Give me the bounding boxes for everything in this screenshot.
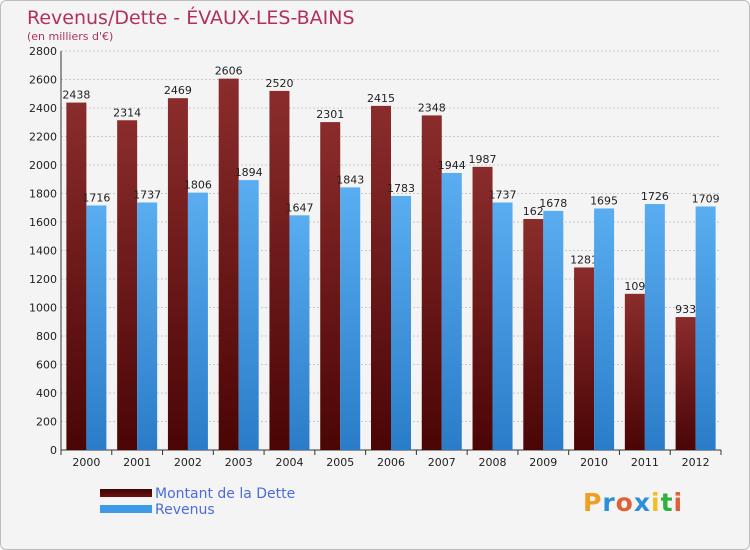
y-tick-label: 1400 — [29, 245, 57, 258]
bar-revenus — [238, 180, 259, 451]
bar-dette — [421, 115, 442, 450]
y-tick-label: 2600 — [29, 74, 57, 87]
logo-letter: P — [583, 488, 603, 517]
data-label-revenus: 1783 — [387, 182, 415, 195]
y-tick-label: 600 — [36, 359, 57, 372]
bar-revenus — [187, 192, 208, 450]
data-label-revenus: 1737 — [489, 188, 517, 201]
bar-revenus — [594, 208, 615, 450]
legend-label-dette: Montant de la Dette — [155, 486, 296, 502]
data-label-dette: 1987 — [469, 153, 497, 166]
data-label-revenus: 1726 — [641, 190, 669, 203]
y-tick-label: 1800 — [29, 188, 57, 201]
data-label-dette: 933 — [675, 303, 696, 316]
x-tick-label: 2001 — [123, 456, 151, 469]
y-tick-label: 0 — [50, 444, 57, 457]
data-label-dette: 2606 — [215, 65, 243, 78]
data-label-revenus: 1843 — [336, 173, 364, 186]
legend-swatch-revenus — [100, 505, 152, 513]
bar-revenus — [695, 206, 716, 450]
bar-revenus — [441, 172, 462, 451]
logo-letter: x — [633, 488, 651, 517]
y-tick-label: 800 — [36, 330, 57, 343]
data-label-dette: 2301 — [316, 108, 344, 121]
data-label-dette: 1281 — [570, 253, 598, 266]
bar-dette — [371, 105, 391, 451]
bar-dette — [675, 317, 696, 450]
x-tick-label: 2012 — [682, 456, 710, 469]
x-tick-label: 2005 — [326, 456, 354, 469]
data-label-revenus: 1695 — [590, 194, 618, 207]
data-label-dette: 162 — [523, 205, 544, 218]
bar-dette — [117, 120, 138, 450]
bar-revenus — [543, 210, 564, 450]
data-label-dette: 2314 — [113, 106, 141, 119]
data-label-dette: 2520 — [265, 77, 293, 90]
data-label-dette: 109 — [624, 280, 645, 293]
data-label-dette: 2415 — [367, 92, 395, 105]
bar-revenus — [391, 195, 411, 450]
bar-dette — [320, 122, 341, 451]
x-tick-label: 2006 — [377, 456, 405, 469]
data-label-revenus: 1647 — [285, 201, 313, 214]
x-tick-label: 2003 — [225, 456, 253, 469]
y-tick-label: 400 — [36, 387, 57, 400]
x-tick-label: 2004 — [275, 456, 303, 469]
x-tick-label: 2000 — [72, 456, 100, 469]
bar-revenus — [289, 215, 310, 450]
y-tick-label: 2800 — [29, 45, 57, 58]
bar-revenus — [492, 202, 513, 450]
y-tick-label: 200 — [36, 416, 57, 429]
logo-letter: i — [673, 488, 684, 517]
legend-swatch-dette — [100, 489, 152, 497]
data-label-revenus: 1806 — [184, 179, 212, 192]
y-tick-label: 2000 — [29, 159, 57, 172]
bar-dette — [269, 90, 290, 451]
bar-revenus — [86, 205, 107, 450]
bar-revenus — [137, 202, 158, 450]
x-tick-label: 2010 — [580, 456, 608, 469]
logo-letter: r — [602, 488, 616, 517]
bar-dette — [624, 293, 645, 450]
chart-subtitle: (en milliers d'€) — [27, 30, 114, 43]
bar-dette — [66, 102, 87, 451]
bar-dette — [574, 267, 595, 450]
data-label-revenus: 1944 — [438, 159, 466, 172]
y-tick-label: 2200 — [29, 131, 57, 144]
x-tick-label: 2008 — [479, 456, 507, 469]
x-tick-label: 2011 — [631, 456, 659, 469]
data-label-revenus: 1894 — [235, 166, 263, 179]
y-tick-label: 1600 — [29, 216, 57, 229]
bar-dette — [218, 78, 239, 451]
bar-dette — [523, 219, 544, 450]
proxiti-logo: Proxiti — [583, 488, 683, 517]
data-label-dette: 2469 — [164, 84, 192, 97]
data-label-dette: 2438 — [62, 89, 90, 102]
logo-letter: t — [660, 488, 674, 517]
data-label-revenus: 1678 — [539, 197, 567, 210]
y-tick-label: 2400 — [29, 102, 57, 115]
chart-title: Revenus/Dette - ÉVAUX-LES-BAINS — [27, 7, 355, 29]
bar-dette — [167, 98, 188, 450]
legend-label-revenus: Revenus — [155, 502, 215, 518]
x-tick-label: 2007 — [428, 456, 456, 469]
x-tick-label: 2009 — [529, 456, 557, 469]
data-label-dette: 2348 — [418, 101, 446, 114]
data-label-revenus: 1716 — [82, 191, 110, 204]
y-tick-label: 1200 — [29, 273, 57, 286]
bar-revenus — [340, 187, 361, 450]
logo-letter: i — [651, 488, 661, 517]
data-label-revenus: 1737 — [133, 188, 161, 201]
data-label-revenus: 1709 — [692, 192, 720, 205]
x-tick-label: 2002 — [174, 456, 202, 469]
bar-dette — [472, 166, 493, 451]
logo-letter: o — [615, 488, 634, 517]
y-tick-label: 1000 — [29, 302, 57, 315]
bar-revenus — [644, 204, 665, 450]
